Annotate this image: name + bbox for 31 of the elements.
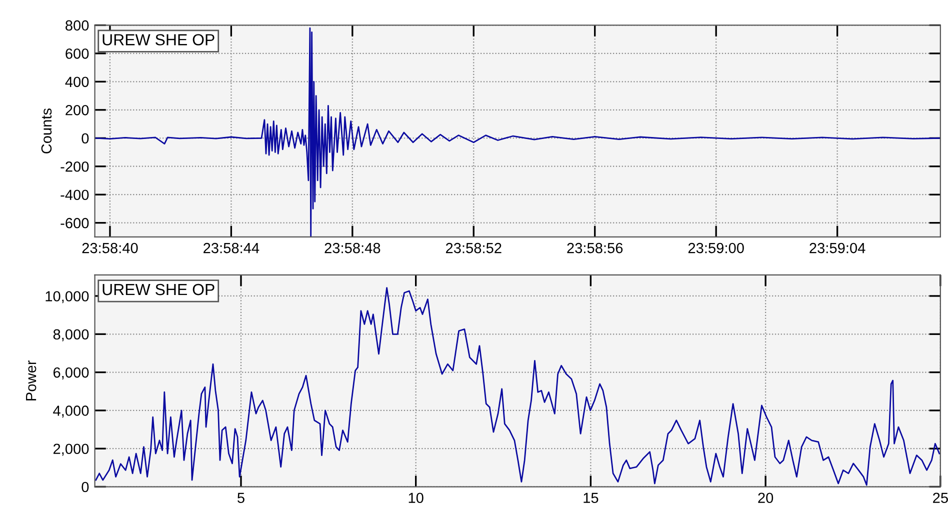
x-tick-label: 23:59:04 [810, 242, 866, 254]
y-tick-label: 6,000 [53, 367, 89, 380]
y-tick-label: 600 [66, 48, 89, 59]
y-tick-label: 0 [82, 482, 89, 492]
y-tick-label: -400 [60, 190, 89, 200]
annotation: UREW SHE OP [102, 284, 214, 296]
x-tick-label: 10 [408, 492, 424, 504]
y-tick-label: 800 [66, 20, 89, 31]
x-tick-label: 23:58:48 [324, 242, 380, 254]
annotation: UREW SHE OP [102, 34, 214, 46]
y-tick-label: -200 [60, 161, 89, 172]
x-tick-label: 23:59:00 [688, 242, 744, 254]
y-tick-label: 2,000 [53, 444, 89, 456]
y-tick-label: 400 [65, 76, 89, 88]
y-tick-label: 0 [82, 133, 89, 144]
y-tick-label: 4,000 [53, 406, 89, 418]
x-tick-label: 23:58:52 [446, 242, 502, 254]
x-tick-label: 23:58:44 [204, 242, 260, 254]
y-tick-label: 8,000 [53, 329, 89, 342]
line-series [94, 27, 940, 237]
x-tick-label: 15 [584, 492, 598, 504]
x-tick-label: 20 [758, 492, 774, 504]
y-axis-title: Counts [41, 108, 52, 154]
y-tick-label: 200 [66, 104, 89, 116]
x-tick-label: 23:58:40 [82, 242, 138, 254]
y-axis-title: Power [26, 360, 36, 400]
y-tick-label: 10,000 [46, 291, 89, 304]
x-tick-label: 5 [238, 492, 244, 504]
x-tick-label: 23:58:56 [567, 242, 623, 254]
x-tick-label: 25 [933, 492, 948, 504]
y-tick-label: -600 [60, 218, 89, 228]
